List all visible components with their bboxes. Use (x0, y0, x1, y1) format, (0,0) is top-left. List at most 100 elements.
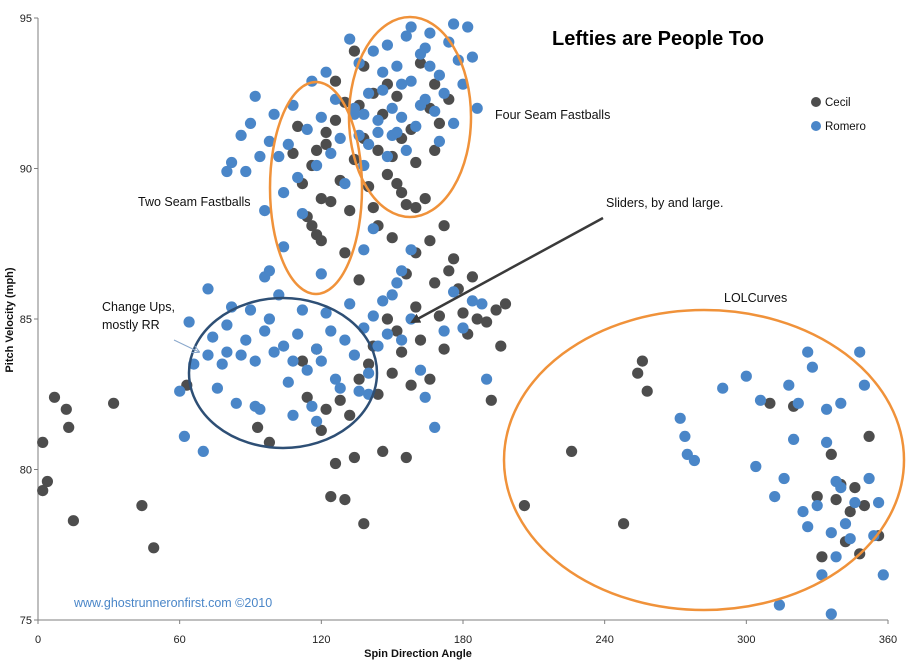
point-cecil (306, 220, 318, 232)
point-cecil (263, 436, 275, 448)
point-romero (325, 325, 337, 337)
point-cecil (108, 397, 120, 409)
annotation-change-ups-line1: Change Ups, (102, 300, 175, 314)
point-romero (688, 454, 701, 467)
point-romero (754, 394, 767, 406)
point-romero (674, 412, 686, 424)
point-cecil (348, 451, 360, 464)
point-cecil (48, 391, 61, 403)
point-cecil (495, 340, 507, 352)
point-romero (419, 391, 431, 403)
point-cecil (410, 301, 422, 313)
point-cecil (344, 409, 356, 421)
point-cecil (830, 494, 842, 506)
point-romero (287, 355, 299, 367)
point-romero (320, 66, 332, 78)
point-romero (344, 298, 356, 310)
point-cecil (396, 346, 408, 358)
point-cecil (405, 379, 417, 391)
point-romero (400, 30, 412, 42)
y-axis-title: Pitch Velocity (mph) (4, 267, 16, 372)
point-cecil (320, 403, 332, 415)
point-romero (391, 60, 403, 72)
point-cecil (292, 120, 304, 132)
point-cecil (811, 491, 823, 503)
point-cecil (63, 421, 75, 433)
y-tick-label: 85 (20, 314, 32, 326)
point-cecil (37, 485, 49, 497)
point-romero (429, 421, 441, 433)
point-romero (221, 165, 233, 178)
point-cecil (443, 265, 455, 277)
point-romero (249, 400, 261, 412)
point-romero (830, 551, 842, 563)
point-cecil (311, 144, 323, 156)
point-romero (381, 328, 393, 340)
point-cecil (252, 421, 264, 433)
point-romero (296, 208, 308, 220)
point-romero (282, 376, 294, 388)
point-cecil (438, 220, 450, 232)
point-romero (806, 361, 819, 373)
point-romero (367, 310, 379, 322)
point-cecil (863, 430, 875, 442)
point-romero (292, 328, 304, 340)
two-seam-ellipse (268, 80, 364, 296)
point-cecil (320, 138, 332, 150)
point-romero (391, 277, 403, 289)
point-romero (367, 223, 379, 235)
point-cecil (844, 506, 856, 518)
point-romero (325, 147, 337, 159)
point-romero (339, 334, 351, 346)
point-romero (244, 117, 257, 129)
point-cecil (641, 385, 653, 397)
point-cecil (424, 235, 436, 247)
four-seam-ellipse (347, 15, 473, 219)
curves-ellipse (502, 308, 906, 612)
point-romero (259, 205, 271, 217)
point-romero (240, 165, 252, 178)
point-cecil (148, 542, 160, 554)
point-cecil (367, 202, 379, 214)
point-romero (249, 355, 261, 367)
point-cecil (37, 436, 49, 448)
point-romero (363, 138, 375, 150)
point-romero (396, 111, 408, 123)
point-romero (679, 430, 691, 442)
point-cecil (391, 90, 403, 102)
point-romero (348, 102, 360, 114)
point-cecil (315, 193, 327, 205)
point-romero (481, 373, 493, 385)
point-romero (216, 358, 228, 370)
point-romero (372, 126, 384, 138)
y-ticks: 75 80 85 90 95 (20, 13, 38, 627)
point-cecil (825, 448, 837, 460)
point-cecil (632, 367, 644, 379)
point-romero (773, 599, 786, 611)
point-romero (391, 126, 403, 138)
point-romero (263, 135, 275, 147)
point-cecil (391, 325, 403, 337)
point-romero (438, 87, 450, 99)
point-romero (816, 569, 828, 581)
point-cecil (372, 144, 384, 156)
point-cecil (381, 168, 393, 181)
point-romero (792, 397, 804, 409)
point-cecil (325, 491, 337, 503)
point-romero (358, 244, 370, 256)
point-romero (268, 108, 280, 120)
point-romero (249, 90, 261, 102)
point-cecil (499, 298, 512, 310)
point-romero (825, 608, 837, 620)
point-cecil (410, 156, 422, 169)
x-tick-label: 120 (312, 634, 330, 646)
point-cecil (429, 277, 441, 289)
point-romero (301, 123, 313, 135)
point-cecil (301, 391, 313, 403)
point-romero (750, 460, 762, 473)
x-axis-title: Spin Direction Angle (364, 648, 472, 660)
point-romero (202, 283, 214, 295)
point-romero (839, 518, 852, 530)
point-romero (778, 472, 790, 485)
point-romero (844, 533, 856, 545)
